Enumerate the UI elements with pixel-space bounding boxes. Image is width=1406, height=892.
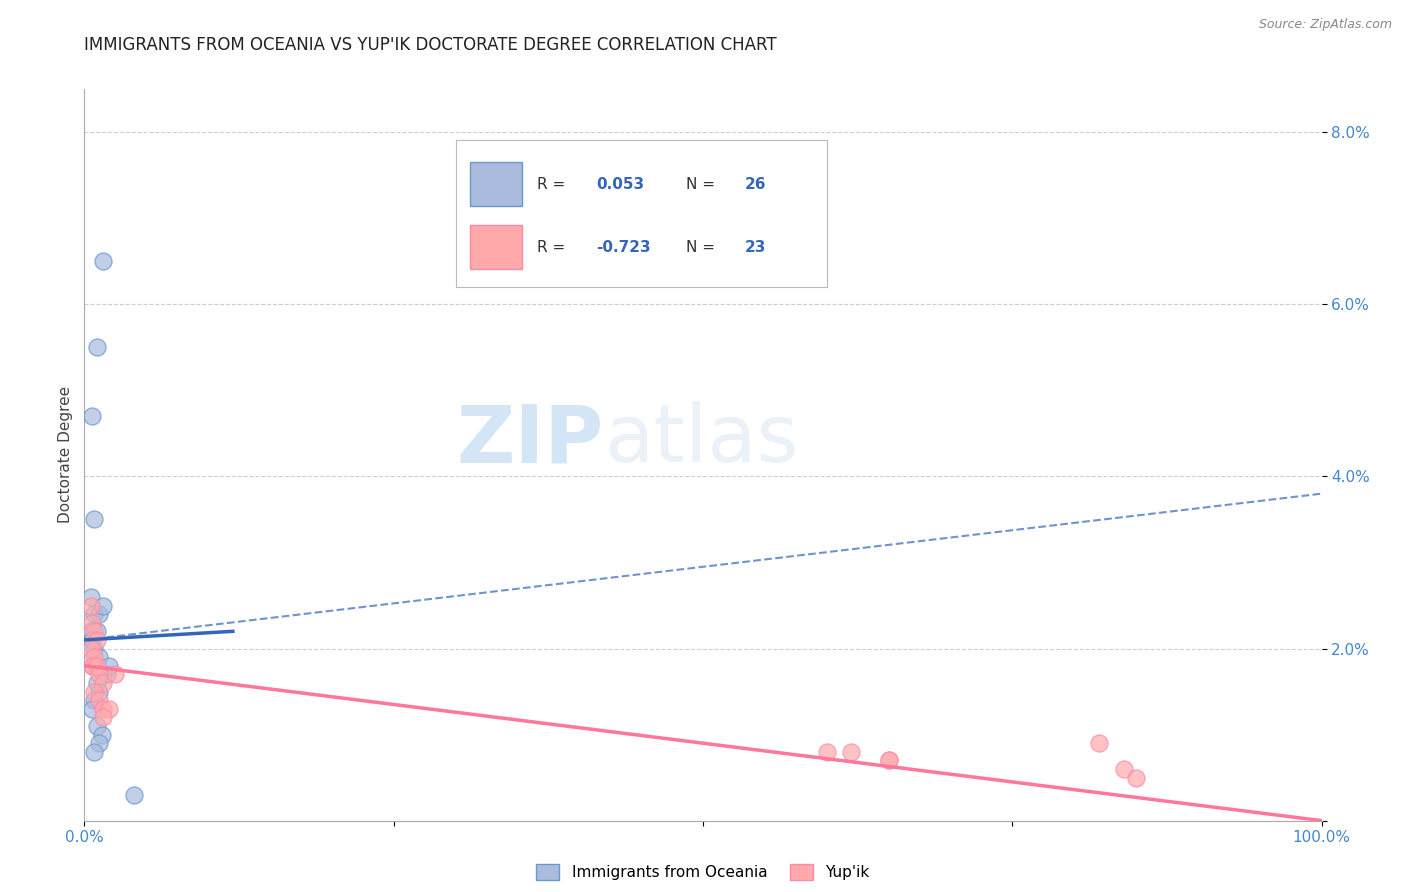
Text: Source: ZipAtlas.com: Source: ZipAtlas.com xyxy=(1258,18,1392,31)
Point xyxy=(1112,762,1135,776)
Point xyxy=(91,676,114,690)
Point xyxy=(80,632,103,647)
Text: atlas: atlas xyxy=(605,401,799,479)
Point xyxy=(80,702,103,716)
Point xyxy=(91,599,114,613)
Point xyxy=(79,599,101,613)
Point xyxy=(122,788,145,802)
Point xyxy=(877,753,900,767)
Point xyxy=(104,667,127,681)
Point xyxy=(83,684,105,698)
Point xyxy=(89,667,111,681)
Point xyxy=(89,684,111,698)
Point xyxy=(91,667,114,681)
Point xyxy=(83,512,105,526)
Point xyxy=(1088,736,1111,750)
Point xyxy=(841,745,863,759)
Point xyxy=(86,676,108,690)
Point xyxy=(80,409,103,424)
Point xyxy=(96,667,118,681)
Point xyxy=(90,728,112,742)
Point xyxy=(83,641,105,656)
Point xyxy=(89,736,111,750)
Point xyxy=(86,340,108,354)
Point xyxy=(79,641,101,656)
Point xyxy=(89,650,111,665)
Point xyxy=(91,710,114,724)
Point xyxy=(91,702,114,716)
Point xyxy=(98,658,121,673)
Point xyxy=(98,702,121,716)
Y-axis label: Doctorate Degree: Doctorate Degree xyxy=(58,386,73,524)
Point xyxy=(83,745,105,759)
Point xyxy=(86,632,108,647)
Point xyxy=(80,615,103,630)
Point xyxy=(86,719,108,733)
Text: ZIP: ZIP xyxy=(457,401,605,479)
Point xyxy=(1125,771,1147,785)
Point xyxy=(91,254,114,268)
Point xyxy=(79,624,101,639)
Point xyxy=(83,624,105,639)
Point xyxy=(86,624,108,639)
Legend: Immigrants from Oceania, Yup'ik: Immigrants from Oceania, Yup'ik xyxy=(530,858,876,886)
Point xyxy=(815,745,838,759)
Point xyxy=(80,658,103,673)
Point xyxy=(89,693,111,707)
Text: IMMIGRANTS FROM OCEANIA VS YUP'IK DOCTORATE DEGREE CORRELATION CHART: IMMIGRANTS FROM OCEANIA VS YUP'IK DOCTOR… xyxy=(84,36,778,54)
Point xyxy=(83,693,105,707)
Point xyxy=(79,590,101,604)
Point xyxy=(877,753,900,767)
Point xyxy=(82,658,104,673)
Point xyxy=(83,607,105,621)
Point xyxy=(83,650,105,665)
Point xyxy=(86,658,108,673)
Point xyxy=(89,607,111,621)
